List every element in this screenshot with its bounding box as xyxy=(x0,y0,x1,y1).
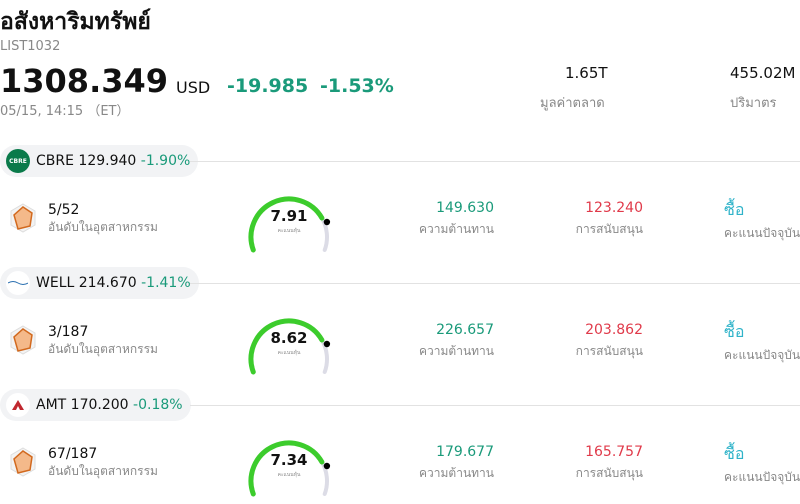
stock-pill[interactable]: CBRE CBRE 129.940 -1.90% xyxy=(0,145,199,177)
rank-label: อันดับในอุตสาหกรรม xyxy=(48,220,158,234)
action-label: คะแนนปัจจุบัน xyxy=(724,348,800,362)
stock-change: -0.18% xyxy=(133,397,183,413)
score-label: คะแนนหุ้น xyxy=(277,228,301,234)
stock-pill[interactable]: AMT 170.200 -0.18% xyxy=(0,389,191,421)
stock-price: 129.940 xyxy=(78,153,137,169)
gauge xyxy=(248,440,331,497)
gauge xyxy=(248,318,331,375)
gauge xyxy=(248,196,331,253)
separator xyxy=(190,161,800,162)
support-label: การสนับสนุน xyxy=(575,344,643,358)
separator xyxy=(190,405,800,406)
support-label: การสนับสนุน xyxy=(575,466,643,480)
stat-label: มูลค่าตลาด xyxy=(540,96,605,111)
action[interactable]: ซื้อ xyxy=(724,322,745,341)
score-label: คะแนนหุ้น xyxy=(277,472,301,478)
action[interactable]: ซื้อ xyxy=(724,200,745,219)
time: 05/15, 14:15 （ET） xyxy=(0,104,130,119)
rank-label: อันดับในอุตสาหกรรม xyxy=(48,342,158,356)
stock-price: 214.670 xyxy=(78,275,137,291)
stock-price: 170.200 xyxy=(70,397,129,413)
ticker: WELL xyxy=(36,275,75,291)
ticker: CBRE xyxy=(36,153,74,169)
change: -19.985 xyxy=(227,75,309,97)
support-label: การสนับสนุน xyxy=(575,222,643,236)
score: 7.34 xyxy=(270,451,308,469)
resistance-label: ความต้านทาน xyxy=(419,344,494,358)
rank-label: อันดับในอุตสาหกรรม xyxy=(48,464,158,478)
score-label: คะแนนหุ้น xyxy=(277,350,301,356)
stat-value: 1.65T xyxy=(565,64,608,82)
gauge-dot xyxy=(323,218,331,226)
resistance: 226.657 xyxy=(436,322,494,338)
stock-logo xyxy=(6,393,30,417)
stock-change: -1.90% xyxy=(140,153,191,169)
ticker: AMT xyxy=(36,397,67,413)
action-label: คะแนนปัจจุบัน xyxy=(724,470,800,484)
action[interactable]: ซื้อ xyxy=(724,444,745,463)
support: 165.757 xyxy=(585,444,643,460)
rank: 3/187 xyxy=(48,324,89,340)
stock-pill[interactable]: WELL 214.670 -1.41% xyxy=(0,267,199,299)
support: 123.240 xyxy=(585,200,643,216)
stat-label: ปริมาตร xyxy=(730,96,777,111)
gauge-dot xyxy=(323,462,331,470)
rank-icon xyxy=(10,325,36,355)
stock-change: -1.41% xyxy=(141,275,191,291)
gauge-fill xyxy=(248,318,325,375)
title: อสังหาริมทรัพย์ xyxy=(0,9,151,35)
gauge-fill xyxy=(248,196,325,253)
price: 1308.349 xyxy=(0,62,169,100)
stock-logo: CBRE xyxy=(6,149,30,173)
resistance: 149.630 xyxy=(436,200,494,216)
gauge-fill xyxy=(248,440,325,497)
resistance-label: ความต้านทาน xyxy=(419,222,494,236)
rank-icon xyxy=(10,203,36,233)
stat-value: 455.02M xyxy=(730,64,796,82)
action-label: คะแนนปัจจุบัน xyxy=(724,226,800,240)
resistance-label: ความต้านทาน xyxy=(419,466,494,480)
rank: 67/187 xyxy=(48,446,98,462)
support: 203.862 xyxy=(585,322,643,338)
code: LIST1032 xyxy=(0,39,61,54)
gauge-dot xyxy=(323,340,331,348)
separator xyxy=(190,283,800,284)
rank: 5/52 xyxy=(48,202,80,218)
rank-icon xyxy=(10,447,36,477)
currency: USD xyxy=(176,78,211,97)
stock-logo xyxy=(6,271,30,295)
score: 7.91 xyxy=(270,207,308,225)
resistance: 179.677 xyxy=(436,444,494,460)
change-pct: -1.53% xyxy=(320,75,394,97)
score: 8.62 xyxy=(270,329,308,347)
